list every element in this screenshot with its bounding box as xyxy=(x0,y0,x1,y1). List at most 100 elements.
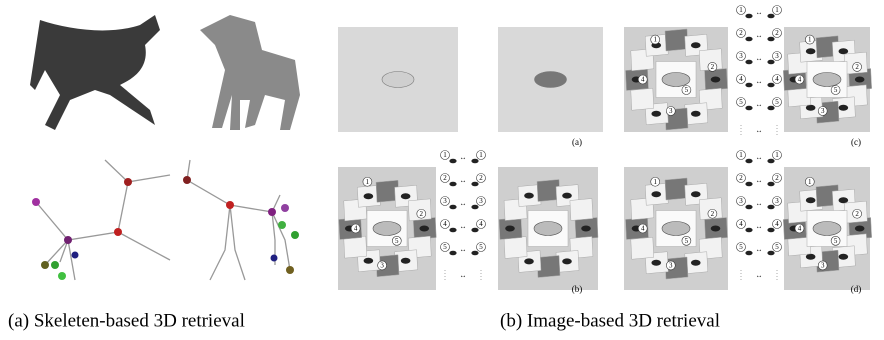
view-number: 1 xyxy=(739,151,743,159)
animal-icon xyxy=(471,228,478,233)
arrow: ↔ xyxy=(460,246,467,254)
arrow: ↔ xyxy=(460,200,467,208)
animal-icon xyxy=(691,111,701,117)
view-tile xyxy=(631,237,654,259)
animal-icon xyxy=(745,37,752,42)
animal-icon xyxy=(651,191,661,197)
view-tile xyxy=(665,29,688,51)
model xyxy=(813,73,841,87)
view-number: 5 xyxy=(685,86,689,94)
animal-icon xyxy=(449,251,456,256)
view-tile xyxy=(631,88,654,110)
animal-icon xyxy=(691,191,701,197)
animal-icon xyxy=(855,226,865,232)
animal-icon xyxy=(691,260,701,266)
animal-icon xyxy=(767,205,774,210)
view-number: 5 xyxy=(834,86,838,94)
view-number: 2 xyxy=(711,63,715,71)
view-number: 1 xyxy=(808,36,812,44)
view-number: 4 xyxy=(775,220,779,228)
view-number: 4 xyxy=(798,76,802,84)
view-number: 4 xyxy=(739,220,743,228)
animal-icon xyxy=(839,105,849,111)
view-number: 4 xyxy=(354,225,358,233)
animal-icon xyxy=(711,226,721,232)
animal-icon xyxy=(471,205,478,210)
animal-icon xyxy=(524,193,534,199)
animal-icon xyxy=(767,228,774,233)
animal-icon xyxy=(767,60,774,65)
skeleton-2-joints xyxy=(183,176,299,274)
model xyxy=(382,72,414,88)
animal-icon xyxy=(767,251,774,256)
animal-icon xyxy=(401,258,411,264)
view-number: 5 xyxy=(443,243,447,251)
view-number: 5 xyxy=(834,237,838,245)
view-number: 5 xyxy=(739,243,743,251)
model xyxy=(535,72,567,88)
view-number: 5 xyxy=(479,243,483,251)
animal-icon xyxy=(745,83,752,88)
animal-icon xyxy=(471,182,478,187)
animal-icon xyxy=(839,197,849,203)
view-number: 4 xyxy=(798,225,802,233)
view-number: 2 xyxy=(479,174,483,182)
view-number: 2 xyxy=(739,174,743,182)
animal-icon xyxy=(806,48,816,54)
panel-label: (b) xyxy=(572,284,583,294)
skeleton-1-joints xyxy=(32,178,132,280)
arrow: ↔ xyxy=(756,177,763,185)
view-number: 1 xyxy=(653,178,657,186)
view-number: 4 xyxy=(479,220,483,228)
arrow: ↔ xyxy=(756,127,763,135)
view-number: 3 xyxy=(380,262,384,270)
view-number: 3 xyxy=(479,197,483,205)
arrow: ↔ xyxy=(756,78,763,86)
view-number: 3 xyxy=(739,52,743,60)
animal-icon xyxy=(745,182,752,187)
animal-icon xyxy=(562,193,572,199)
view-number: 4 xyxy=(641,225,645,233)
animal-icon xyxy=(471,251,478,256)
arrow: ↔ xyxy=(460,223,467,231)
arrow: ↔ xyxy=(756,223,763,231)
animal-icon xyxy=(855,77,865,83)
animal-icon xyxy=(505,226,515,232)
view-number: 4 xyxy=(775,75,779,83)
arrow: ↔ xyxy=(756,154,763,162)
caption: (a) Skeleten-based 3D retrieval xyxy=(8,310,245,331)
view-number: 1 xyxy=(443,151,447,159)
view-number: 3 xyxy=(739,197,743,205)
animal-icon xyxy=(471,159,478,164)
view-number: 4 xyxy=(641,76,645,84)
model xyxy=(813,222,841,236)
view-number: 4 xyxy=(443,220,447,228)
arrow: ↔ xyxy=(756,272,763,280)
view-number: 3 xyxy=(821,107,825,115)
arrow: ↔ xyxy=(756,200,763,208)
model xyxy=(534,222,562,236)
animal-icon xyxy=(364,258,374,264)
figure: (a) Skeleten-based 3D retrieval (b) Imag… xyxy=(0,0,884,335)
view-number: 4 xyxy=(739,75,743,83)
view-number: 1 xyxy=(366,178,370,186)
bull-render xyxy=(30,15,160,130)
view-number: 1 xyxy=(775,151,779,159)
view-number: 5 xyxy=(739,98,743,106)
view-number: 1 xyxy=(808,178,812,186)
arrow: ↔ xyxy=(460,154,467,162)
animal-icon xyxy=(767,182,774,187)
animal-icon xyxy=(745,251,752,256)
animal-icon xyxy=(839,48,849,54)
model xyxy=(662,222,690,236)
animal-icon xyxy=(401,193,411,199)
view-tile xyxy=(570,199,593,221)
animal-icon xyxy=(419,226,429,232)
model xyxy=(373,222,401,236)
animal-icon xyxy=(364,193,374,199)
view-number: 2 xyxy=(775,29,779,37)
animal-icon xyxy=(711,77,721,83)
animal-icon xyxy=(691,42,701,48)
arrow: ↔ xyxy=(756,32,763,40)
view-number: 1 xyxy=(775,6,779,14)
